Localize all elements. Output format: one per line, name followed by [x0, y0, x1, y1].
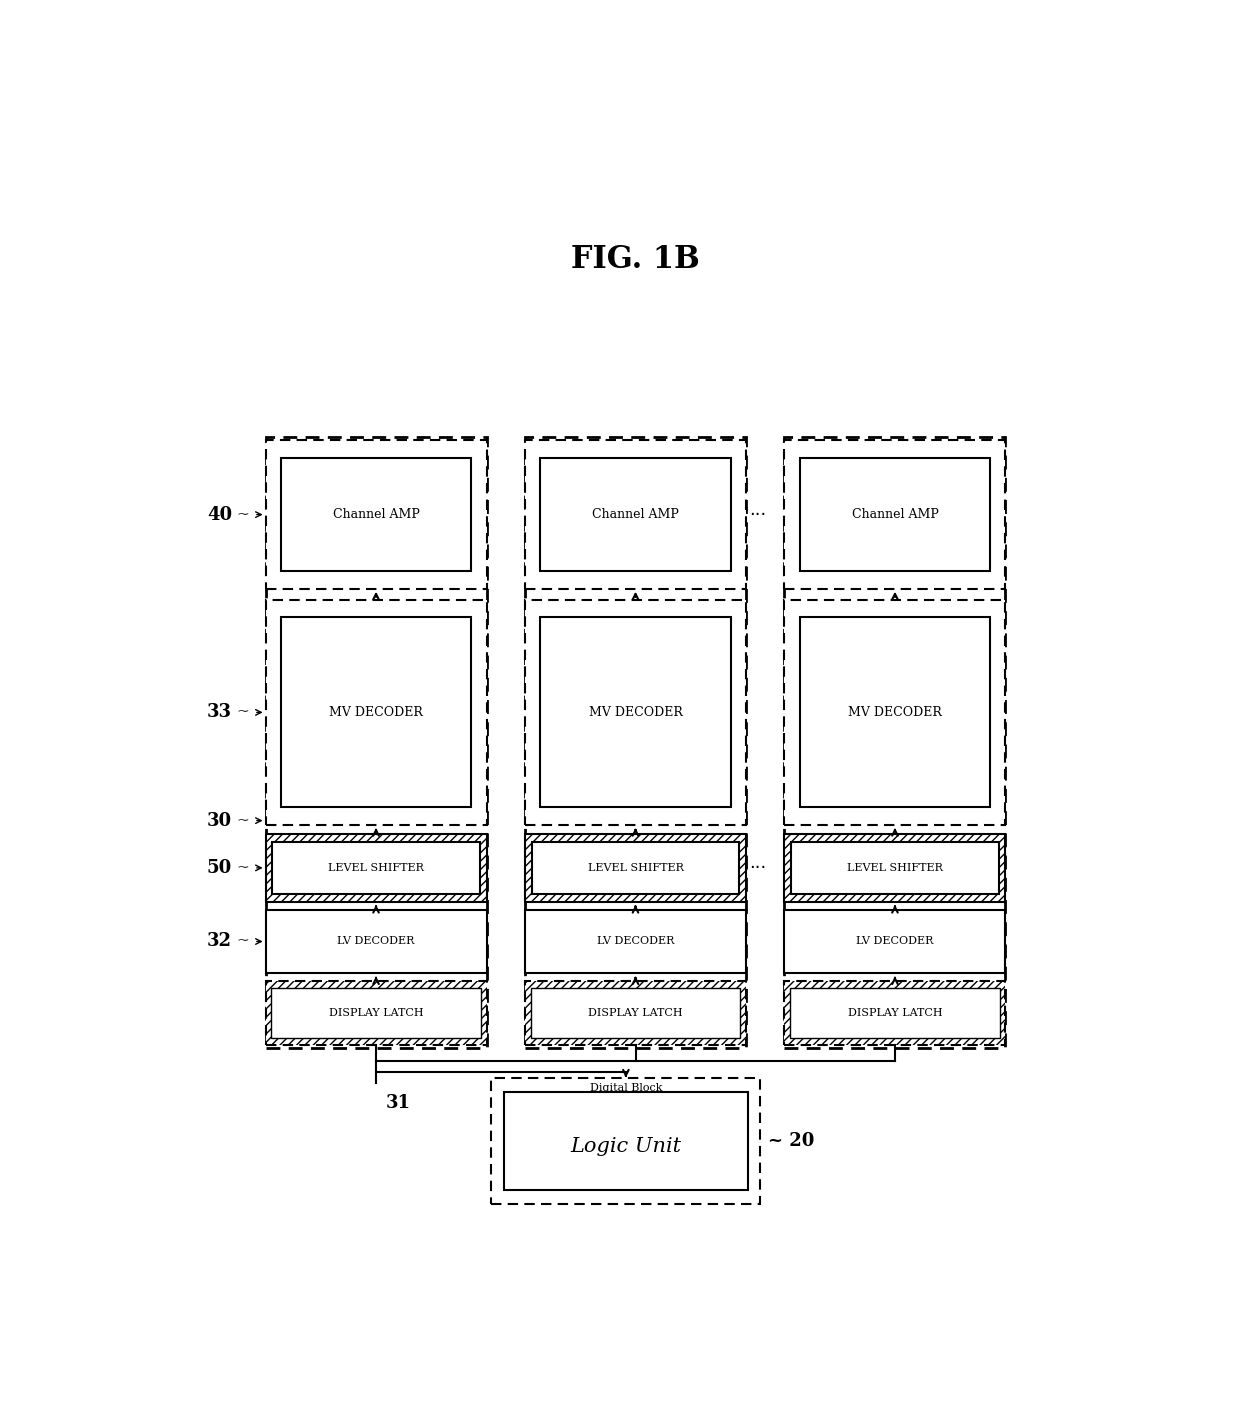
Bar — [265, 437, 486, 1047]
Text: DISPLAY LATCH: DISPLAY LATCH — [588, 1007, 683, 1017]
Bar — [785, 833, 1006, 902]
Text: ~: ~ — [237, 935, 249, 949]
Bar — [785, 980, 1006, 1045]
Text: 40: 40 — [207, 505, 232, 524]
Text: LV DECODER: LV DECODER — [337, 936, 414, 946]
Text: Digital Block: Digital Block — [590, 1083, 662, 1093]
Text: 31: 31 — [386, 1095, 410, 1112]
Bar — [785, 599, 1006, 825]
Bar — [525, 980, 746, 1045]
Text: ~: ~ — [237, 705, 249, 719]
Text: DISPLAY LATCH: DISPLAY LATCH — [848, 1007, 942, 1017]
Bar — [800, 458, 990, 571]
Text: MV DECODER: MV DECODER — [589, 706, 682, 719]
Text: ~: ~ — [237, 508, 249, 522]
Bar — [791, 842, 998, 895]
Text: 33: 33 — [207, 704, 232, 722]
Text: 32: 32 — [207, 932, 232, 950]
Bar — [265, 833, 486, 902]
Text: ···: ··· — [749, 505, 766, 524]
Text: 50: 50 — [207, 859, 232, 876]
Text: Channel AMP: Channel AMP — [591, 508, 680, 521]
Bar — [525, 833, 746, 902]
Bar — [531, 987, 740, 1039]
Text: Channel AMP: Channel AMP — [852, 508, 939, 521]
Text: LV DECODER: LV DECODER — [596, 936, 675, 946]
Bar — [272, 987, 481, 1039]
Bar — [790, 987, 999, 1039]
Bar — [525, 441, 746, 589]
Text: Logic Unit: Logic Unit — [570, 1137, 682, 1156]
Text: ~ 20: ~ 20 — [768, 1132, 815, 1150]
Bar — [541, 618, 730, 808]
Bar — [525, 437, 746, 1047]
Bar — [800, 618, 990, 808]
Text: ~: ~ — [237, 860, 249, 875]
Text: FIG. 1B: FIG. 1B — [572, 244, 699, 274]
Bar — [491, 1077, 760, 1204]
Text: DISPLAY LATCH: DISPLAY LATCH — [329, 1007, 423, 1017]
Bar — [525, 909, 746, 973]
Text: LEVEL SHIFTER: LEVEL SHIFTER — [847, 863, 942, 873]
Text: ~: ~ — [237, 813, 249, 828]
Text: LEVEL SHIFTER: LEVEL SHIFTER — [588, 863, 683, 873]
Bar — [281, 458, 471, 571]
Bar — [785, 437, 1006, 1047]
Bar — [525, 599, 746, 825]
Text: MV DECODER: MV DECODER — [848, 706, 942, 719]
Bar — [532, 842, 739, 895]
Text: 30: 30 — [207, 812, 232, 829]
Bar — [503, 1092, 748, 1190]
Bar — [785, 909, 1006, 973]
Bar — [265, 441, 486, 589]
Bar — [281, 618, 471, 808]
Bar — [265, 980, 486, 1045]
Text: MV DECODER: MV DECODER — [329, 706, 423, 719]
Bar — [273, 842, 480, 895]
Bar — [785, 441, 1006, 589]
Text: Channel AMP: Channel AMP — [332, 508, 419, 521]
Bar — [265, 599, 486, 825]
Bar — [265, 909, 486, 973]
Bar — [541, 458, 730, 571]
Text: ···: ··· — [749, 859, 766, 876]
Text: LV DECODER: LV DECODER — [857, 936, 934, 946]
Text: LEVEL SHIFTER: LEVEL SHIFTER — [329, 863, 424, 873]
